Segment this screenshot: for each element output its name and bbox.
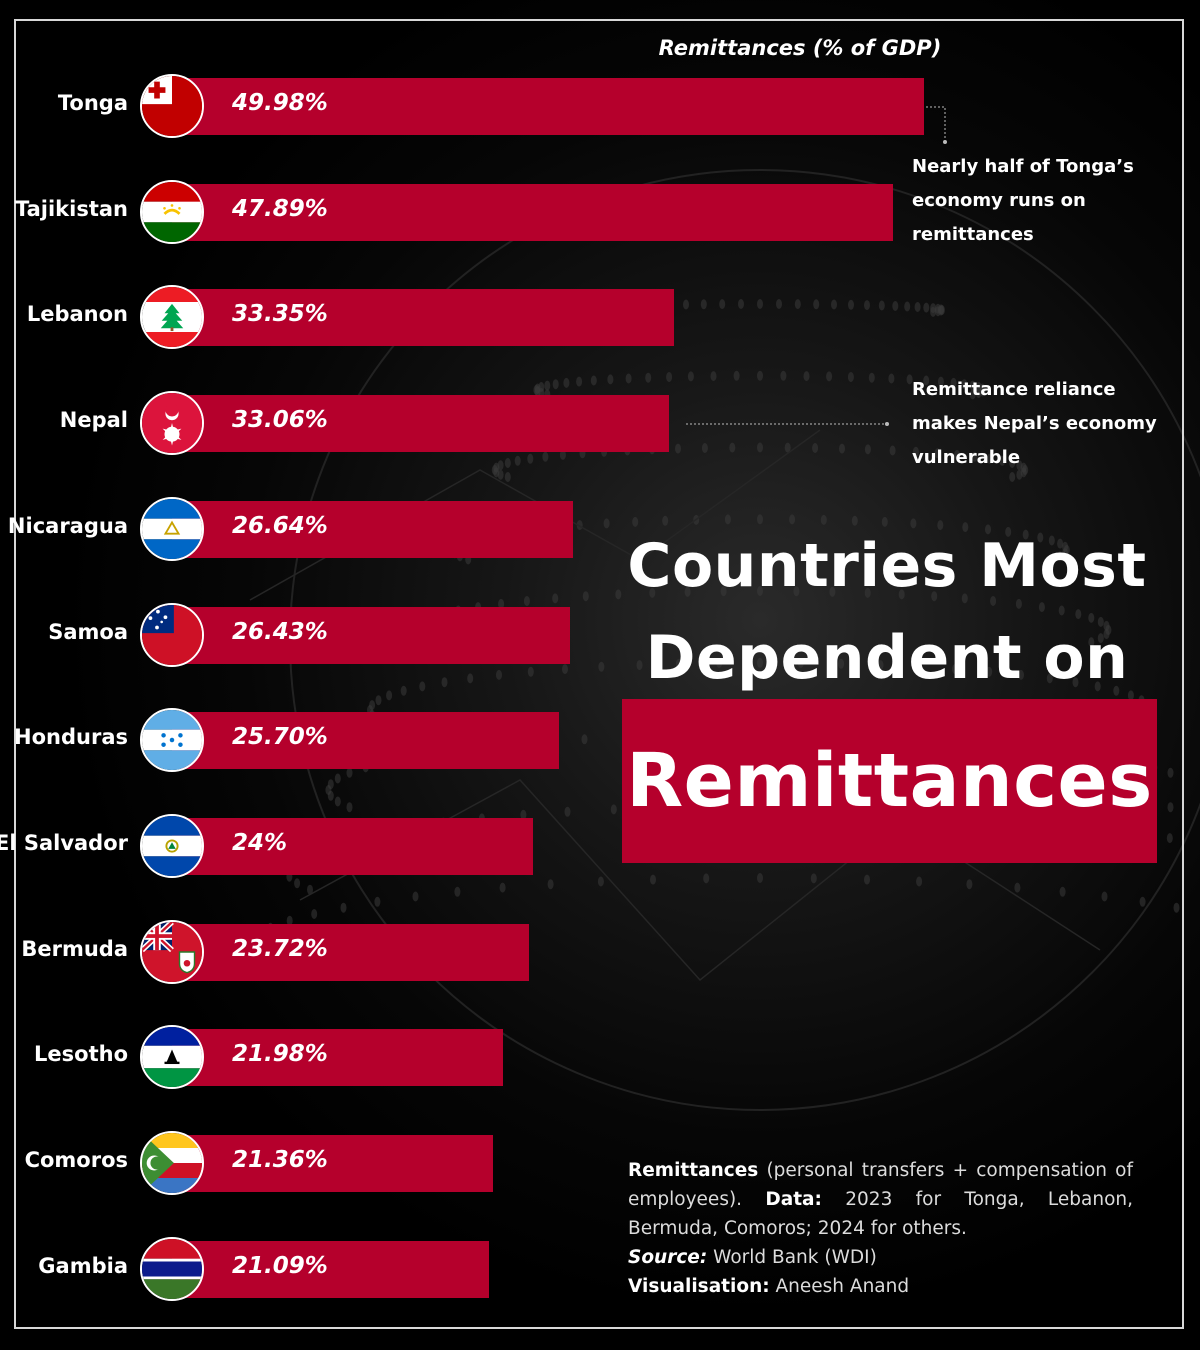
tajikistan-flag-icon (140, 179, 204, 244)
nicaragua-flag-icon (140, 496, 204, 561)
tonga-leader-line (926, 106, 947, 144)
bar-row-comoros: Comoros 21.36% (0, 1131, 1200, 1195)
samoa-flag-icon (140, 602, 204, 667)
footnote-source-label: Source: (628, 1247, 708, 1268)
lebanon-flag-icon (140, 285, 204, 350)
country-label: Nepal (59, 408, 128, 433)
bar-row-el-salvador: El Salvador 24% (0, 813, 1200, 878)
value-label: 49.98% (232, 90, 328, 116)
value-label: 26.43% (232, 618, 328, 645)
value-label: 33.06% (232, 407, 328, 434)
nepal-flag-icon (140, 391, 204, 456)
nepal-leader-line (686, 422, 889, 426)
axis-title: Remittances (% of GDP) (658, 36, 942, 60)
bar-honduras (172, 712, 559, 770)
country-label: Honduras (14, 725, 128, 750)
bar-row-honduras: Honduras 25.70% (0, 708, 1200, 773)
country-label: Tajikistan (14, 196, 128, 221)
title-line-1: Countries Most (627, 531, 1147, 601)
value-label: 23.72% (232, 935, 328, 962)
value-label: 21.09% (232, 1252, 328, 1279)
bar-el-salvador (172, 817, 534, 875)
tonga-annotation: Nearly half of Tonga’s economy runs on r… (912, 156, 1134, 245)
title-highlight-box: Remittances (622, 699, 1157, 863)
footnote-def-text: (personal transfers + compensation of em… (628, 1160, 1133, 1210)
country-label: El Salvador (0, 830, 128, 855)
bar-tajikistan (172, 183, 893, 241)
value-label: 21.98% (232, 1041, 328, 1068)
title-line-3: Remittances (626, 738, 1153, 824)
bar-row-samoa: Samoa 26.43% (0, 602, 1200, 667)
bar-bermuda (172, 923, 529, 981)
country-label: Comoros (24, 1148, 128, 1172)
footnote-def-label: Remittances (628, 1160, 759, 1181)
bar-samoa (172, 606, 570, 664)
comoros-flag-icon (140, 1131, 204, 1195)
bar-row-lesotho: Lesotho 21.98% (0, 1025, 1200, 1090)
footnote-source-text: World Bank (WDI) (707, 1247, 877, 1268)
country-label: Tonga (57, 91, 128, 115)
country-label: Bermuda (21, 936, 128, 961)
bar-row-bermuda: Bermuda 23.72% (0, 919, 1200, 984)
bar-row-tajikistan: Tajikistan 47.89% (0, 179, 1200, 244)
value-label: 33.35% (232, 301, 328, 328)
bar-lebanon (172, 289, 674, 347)
el-salvador-flag-icon (140, 813, 204, 878)
title-line-2: Dependent on (645, 623, 1129, 693)
honduras-flag-icon (140, 708, 204, 773)
country-label: Gambia (38, 1253, 128, 1278)
title-block: Countries Most Dependent on (622, 520, 1152, 704)
bar-comoros (172, 1135, 494, 1192)
bar-row-nicaragua: Nicaragua 26.64% (0, 496, 1200, 561)
bar-row-tonga: Tonga 49.98% (0, 74, 1200, 138)
bar-tonga (172, 78, 924, 135)
bar-nicaragua (172, 500, 573, 558)
gambia-flag-icon (140, 1236, 204, 1301)
bermuda-flag-icon (140, 919, 204, 984)
country-label: Lesotho (34, 1042, 128, 1067)
footnote-data-text: 2023 for Tonga, Lebanon, Bermuda, Comoro… (628, 1189, 1133, 1239)
country-label: Samoa (48, 619, 128, 644)
bar-row-gambia: Gambia 21.09% (0, 1236, 1200, 1301)
value-label: 26.64% (232, 512, 328, 539)
value-label: 47.89% (232, 195, 328, 222)
bar-row-nepal: Nepal 33.06% (0, 391, 1200, 456)
country-label: Lebanon (26, 302, 128, 327)
lesotho-flag-icon (140, 1025, 204, 1090)
footnote-vis-text: Aneesh Anand (769, 1276, 910, 1297)
nepal-annotation: Remittance reliance makes Nepal’s econom… (912, 379, 1157, 468)
tonga-flag-icon (140, 74, 204, 138)
footnote-vis-label: Visualisation: (628, 1276, 770, 1297)
value-label: 25.70% (232, 724, 328, 751)
value-label: 24% (232, 829, 288, 856)
bar-gambia (172, 1240, 490, 1298)
bar-lesotho (172, 1029, 503, 1087)
bar-nepal (172, 395, 670, 453)
country-label: Nicaragua (7, 513, 128, 538)
footnote: Remittances (personal transfers + compen… (628, 1156, 1133, 1301)
footnote-data-label: Data: (765, 1189, 822, 1210)
bar-row-lebanon: Lebanon 33.35% (0, 285, 1200, 350)
value-label: 21.36% (232, 1147, 328, 1173)
